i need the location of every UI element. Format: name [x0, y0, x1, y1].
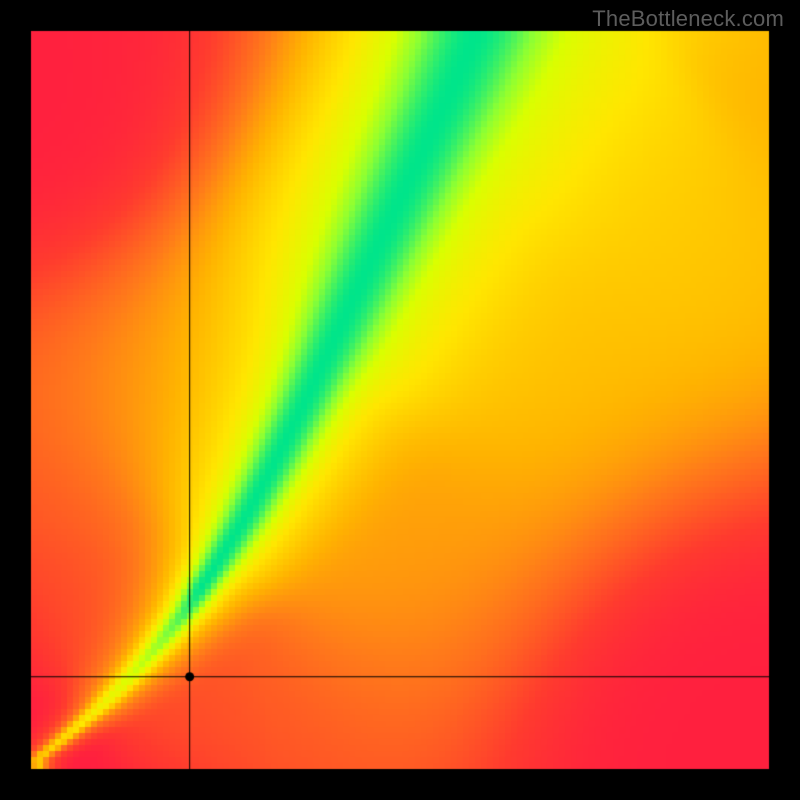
chart-container: TheBottleneck.com	[0, 0, 800, 800]
heatmap-canvas	[0, 0, 800, 800]
watermark-text: TheBottleneck.com	[592, 6, 784, 32]
